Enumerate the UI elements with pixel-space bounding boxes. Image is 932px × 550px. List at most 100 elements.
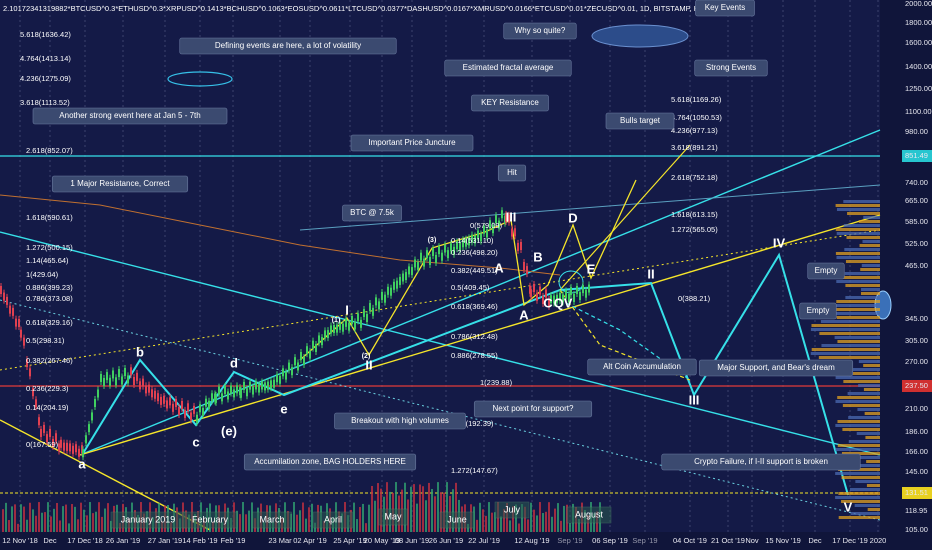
fib-label: 0(388.21) [678, 294, 711, 303]
candle [169, 397, 171, 406]
candle [20, 329, 22, 338]
candle [142, 378, 144, 387]
fib-label: 0.618(329.16) [26, 318, 73, 327]
price-label: 145.00 [905, 467, 928, 476]
profile-bar [858, 360, 880, 363]
annotation-box [605, 112, 675, 130]
volume-bar [20, 504, 22, 532]
candle [100, 373, 102, 382]
candle [0, 286, 2, 294]
date-axis-panel [0, 532, 932, 550]
candle [121, 376, 123, 385]
candle [550, 295, 552, 304]
candle [492, 225, 494, 234]
candle [303, 356, 305, 365]
profile-bar [836, 316, 880, 319]
volume-bar [578, 518, 580, 532]
profile-bar [835, 204, 880, 207]
profile-bar [841, 476, 880, 479]
date-label: 17 Dec '19 [832, 536, 868, 545]
candle [63, 442, 65, 451]
candle [23, 337, 25, 346]
fib-label: 1(429.04) [26, 270, 59, 279]
candle [270, 380, 272, 389]
candle [321, 337, 323, 346]
profile-bar [856, 432, 880, 435]
candle [348, 322, 350, 331]
candle [218, 386, 220, 395]
volume-bar [503, 508, 505, 532]
candle [166, 400, 168, 409]
volume-bar [425, 500, 427, 532]
volume-bar [14, 504, 16, 532]
price-label: 851.49 [905, 151, 928, 160]
fib-label: 0.14(531.10) [451, 236, 494, 245]
candle [429, 256, 431, 265]
price-label: 131.51 [905, 488, 928, 497]
candle [46, 434, 48, 443]
profile-bar [863, 216, 880, 219]
wave-label: II [365, 357, 372, 372]
candle [438, 246, 440, 255]
profile-bar [836, 276, 880, 279]
candle [309, 350, 311, 359]
drawings [0, 24, 892, 531]
candle [6, 296, 8, 305]
candle [517, 242, 519, 251]
volume-bar [446, 482, 448, 532]
month-label: March [259, 514, 284, 524]
profile-bar [864, 412, 880, 415]
fib-label: 0.382(267.46) [26, 356, 73, 365]
month-label: July [504, 504, 521, 514]
candle [258, 384, 260, 393]
candle [399, 276, 401, 285]
fib-label: 1.618(590.61) [26, 213, 73, 222]
month-box [252, 511, 292, 529]
annotation-box [503, 22, 577, 40]
candle [562, 294, 564, 303]
candle [15, 318, 17, 327]
volume-bar [296, 514, 298, 532]
volume-bar [563, 505, 565, 532]
price-label: 980.00 [905, 127, 928, 136]
price-label: 740.00 [905, 178, 928, 187]
profile-bar [811, 348, 880, 351]
profile-bar [867, 508, 880, 511]
volume-bar [488, 502, 490, 532]
wave-label: (1) [332, 317, 341, 324]
volume-bar [251, 502, 253, 532]
profile-bar [842, 404, 880, 407]
candle [345, 318, 347, 327]
profile-bar [859, 244, 880, 247]
candle [533, 283, 535, 292]
profile-bar [819, 308, 880, 311]
month-label: February [192, 514, 229, 524]
annotation-text: BTC @ 7.5k [350, 208, 395, 217]
price-label: 237.50 [905, 381, 928, 390]
month-label: June [447, 514, 467, 524]
volume-bar [71, 504, 73, 532]
candle [261, 381, 263, 390]
volume-bar [530, 502, 532, 532]
fib-label: 3.618(1113.52) [20, 98, 70, 107]
profile-bar [863, 364, 880, 367]
profile-bar [843, 380, 880, 383]
profile-bar [854, 504, 880, 507]
month-label: January 2019 [121, 514, 176, 524]
candle [133, 376, 135, 385]
candle [246, 388, 248, 397]
candle [154, 390, 156, 399]
candle [78, 448, 80, 457]
candle [444, 244, 446, 253]
highlight-ellipse [167, 71, 233, 87]
candle [233, 389, 235, 398]
candle [441, 252, 443, 261]
candle [408, 266, 410, 275]
candle [459, 242, 461, 251]
candle [450, 243, 452, 252]
profile-bar [845, 296, 880, 299]
annotation-box [698, 359, 854, 377]
volume-bar [68, 523, 70, 532]
candle [29, 368, 31, 377]
candle [402, 273, 404, 282]
